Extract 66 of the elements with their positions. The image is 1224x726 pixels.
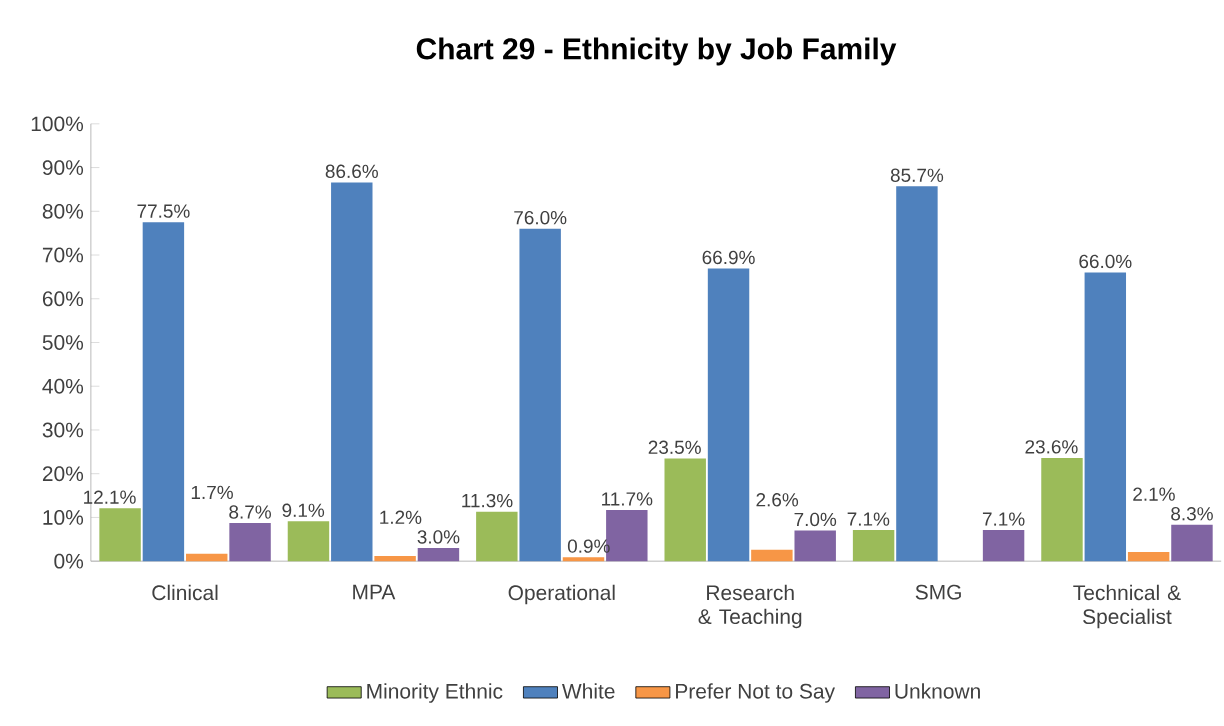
legend-label: Minority Ethnic — [367, 683, 503, 703]
data-label: 7.1% — [847, 512, 890, 526]
x-tick-label: Technical & Specialist — [1073, 584, 1181, 629]
bar — [1171, 524, 1213, 562]
data-label: 8.7% — [229, 505, 271, 519]
data-label: 7.0% — [794, 512, 837, 527]
y-tick-label: 70% — [42, 247, 84, 263]
y-tick-label: 90% — [42, 160, 84, 176]
data-label: 23.6% — [1025, 440, 1078, 454]
y-tick-label: 80% — [42, 203, 84, 219]
bar — [794, 530, 836, 562]
bar — [417, 548, 460, 562]
bar — [751, 549, 793, 562]
data-label: 66.0% — [1079, 254, 1132, 269]
bar — [229, 523, 271, 562]
x-tick-label: Clinical — [152, 584, 218, 601]
legend-label: Prefer Not to Say — [676, 683, 835, 703]
bar — [519, 228, 561, 562]
x-tick-label: Research & Teaching — [698, 584, 802, 629]
data-label: 3.0% — [417, 530, 460, 544]
y-tick-label: 20% — [42, 466, 84, 482]
data-label: 66.9% — [702, 250, 755, 265]
y-tick-label: 50% — [42, 335, 84, 350]
y-tick-label: 0% — [54, 553, 84, 569]
data-label: 8.3% — [1171, 507, 1213, 521]
bar — [99, 508, 141, 562]
data-label: 2.1% — [1133, 487, 1175, 501]
bar — [896, 186, 938, 562]
y-tick-label: 100% — [31, 116, 84, 132]
bar — [707, 268, 750, 562]
legend-label: White — [562, 683, 615, 699]
bar — [982, 530, 1025, 562]
data-label: 1.7% — [191, 485, 233, 500]
data-label: 1.2% — [380, 510, 422, 525]
bar — [476, 511, 518, 562]
data-label: 9.1% — [282, 503, 325, 518]
y-tick-label: 10% — [43, 510, 84, 525]
x-tick-label: SMG — [915, 584, 961, 600]
data-label: 86.6% — [325, 164, 378, 179]
bar — [664, 458, 706, 562]
data-label: 12.1% — [84, 490, 136, 504]
data-label: 11.7% — [602, 492, 653, 506]
data-label: 23.5% — [648, 440, 701, 455]
bar — [331, 182, 373, 562]
y-tick-label: 30% — [42, 422, 84, 438]
bar — [1127, 552, 1170, 562]
bar — [562, 557, 605, 562]
y-tick-label: 60% — [42, 291, 84, 307]
data-label: 7.1% — [982, 512, 1025, 526]
x-tick-label: MPA — [353, 584, 396, 600]
bar — [1084, 272, 1127, 562]
x-tick-label: Operational — [508, 584, 615, 605]
legend-label: Unknown — [895, 683, 980, 699]
data-label: 76.0% — [514, 211, 567, 225]
bar — [142, 222, 185, 562]
data-label: 77.5% — [137, 204, 190, 218]
chart-title: Chart 29 - Ethnicity by Job Family — [416, 37, 897, 66]
bar — [1041, 458, 1083, 562]
bar — [374, 555, 416, 562]
data-label: 11.3% — [462, 493, 513, 508]
y-tick-label: 40% — [42, 378, 84, 394]
data-label: 85.7% — [890, 168, 944, 183]
bar — [186, 553, 228, 562]
bar — [287, 521, 330, 562]
bar — [852, 530, 895, 562]
data-label: 2.6% — [756, 493, 799, 507]
